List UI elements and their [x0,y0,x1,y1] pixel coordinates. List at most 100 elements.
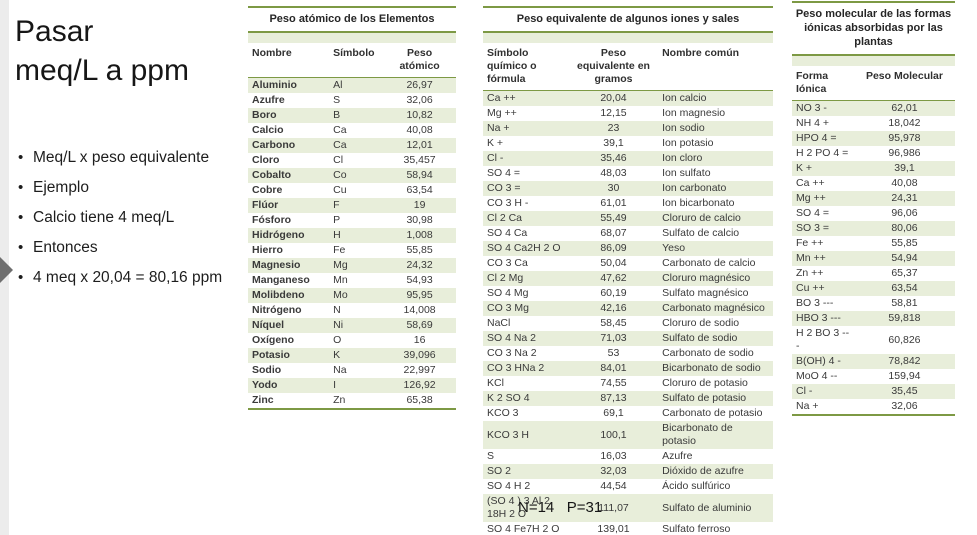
table-cell: 1,008 [406,229,433,241]
table-cell: NaCl [487,317,511,329]
table-cell: Ion magnesio [662,107,726,119]
column-header: Peso Molecular [865,70,943,82]
table-cell: I [333,379,337,391]
column-header: Nombre [252,47,292,59]
table-cell: MoO 4 -- [796,370,838,382]
table-title-rule [792,54,955,56]
table-cell: 39,1 [894,162,915,174]
table-cell: 14,008 [403,304,436,316]
table-cell: NH 4 + [796,117,829,129]
bullet-item: Meq/L x peso equivalente [16,148,246,167]
table-cell: SO 4 = [487,167,520,179]
table-cell: Na [333,364,347,376]
nav-arrow-icon [0,257,13,283]
table-cell: 30,98 [406,214,433,226]
table-cell: 86,09 [600,242,627,254]
table-row: Hierro Fe 55,85 [248,243,456,258]
table-cell: Oxígeno [252,334,295,346]
table-cell: Sulfato ferroso [662,523,731,535]
table-cell: N [333,304,341,316]
table-cell: Carbonato magnésico [662,302,765,314]
table-cell: Nitrógeno [252,304,302,316]
table-cell: 24,31 [891,192,918,204]
table-cell: 78,842 [888,355,921,367]
table-cell: Mo [333,289,348,301]
table-row: H 2 PO 4 = 96,986 [792,146,955,161]
table-cell: 95,978 [888,132,921,144]
table-cell: Cu [333,184,347,196]
table-cell: Cobre [252,184,283,196]
column-header: Peso atómico [399,47,440,72]
table-cell: K [333,349,341,361]
table-cell: KCO 3 H [487,428,530,441]
table-header-rule [792,100,955,101]
table-row: Mg ++ 24,31 [792,191,955,206]
table-cell: NO 3 - [796,102,827,114]
table-cell: 30 [607,182,620,194]
table-cell: Cl 2 Mg [487,272,524,284]
table-band [483,33,773,43]
table-cell: 35,45 [891,385,918,397]
table-cell: Cobalto [252,169,292,181]
table-cell: HBO 3 --- [796,312,841,324]
table-cell: Sulfato de potasio [662,392,747,404]
table-cell: Azufre [662,450,693,462]
table-row: Cobalto Co 58,94 [248,168,456,183]
table-row: Molibdeno Mo 95,95 [248,288,456,303]
table-row: K 2 SO 4 87,13 Sulfato de potasio [483,391,773,406]
table-cell: 50,04 [600,257,627,269]
table-row: BO 3 --- 58,81 [792,296,955,311]
table-row: Nitrógeno N 14,008 [248,303,456,318]
table-row: CO 3 H - 61,01 Ion bicarbonato [483,196,773,211]
table-top-rule [792,1,955,3]
table-cell: CO 3 Mg [487,302,530,314]
table-cell: P [333,214,341,226]
bullet-list: Meq/L x peso equivalente Ejemplo Calcio ti… [16,148,246,298]
table-cell: Yeso [662,242,686,254]
table-cell: 54,94 [891,252,918,264]
column-header: Nombre común [662,47,740,59]
table-cell: Magnesio [252,259,301,271]
table-title-rule [483,31,773,33]
table-cell: 126,92 [403,379,436,391]
table-row: Fósforo P 30,98 [248,213,456,228]
table-row: CO 3 Na 2 53 Carbonato de sodio [483,346,773,361]
table-cell: 55,49 [600,212,627,224]
table-cell: Dióxido de azufre [662,465,744,477]
table-cell: Cl - [487,152,504,164]
table-cell: Manganeso [252,274,310,286]
table-row: NaCl 58,45 Cloruro de sodio [483,316,773,331]
table-row: Cl - 35,45 [792,384,955,399]
table-cell: Potasio [252,349,290,361]
table-cell: 69,1 [603,407,624,419]
table-row: Sodio Na 22,997 [248,363,456,378]
table-row: Flúor F 19 [248,198,456,213]
table-row: NO 3 - 62,01 [792,101,955,116]
table-cell: Cloruro magnésico [662,272,751,284]
table-cell: Ca ++ [796,177,825,189]
table-cell: Sulfato de calcio [662,227,740,239]
table-cell: 35,46 [600,152,627,164]
table-cell: K + [796,162,813,174]
table-row: SO 4 Mg 60,19 Sulfato magnésico [483,286,773,301]
table-cell: 63,54 [891,282,918,294]
table-row: SO 4 = 48,03 Ion sulfato [483,166,773,181]
table-cell: 62,01 [891,102,918,114]
table-cell: 12,15 [600,107,627,119]
table-cell: 96,06 [891,207,918,219]
table-cell: KCO 3 [487,407,519,419]
table-cell: SO 4 = [796,207,829,219]
table-cell: Cu ++ [796,282,825,294]
table-cell: SO 4 Fe7H 2 O [487,523,560,535]
table-row: Ca ++ 40,08 [792,176,955,191]
table-cell: SO 3 = [796,222,829,234]
table-cell: Bicarbonato de potasio [662,422,733,447]
table-cell: 55,85 [406,244,433,256]
table-row: Cu ++ 63,54 [792,281,955,296]
table-cell: 74,55 [600,377,627,389]
table-cell: Yodo [252,379,278,391]
table-row: MoO 4 -- 159,94 [792,369,955,384]
table-cell: Calcio [252,124,284,136]
table-cell: 18,042 [888,117,921,129]
table-cell: Zn ++ [796,267,824,279]
